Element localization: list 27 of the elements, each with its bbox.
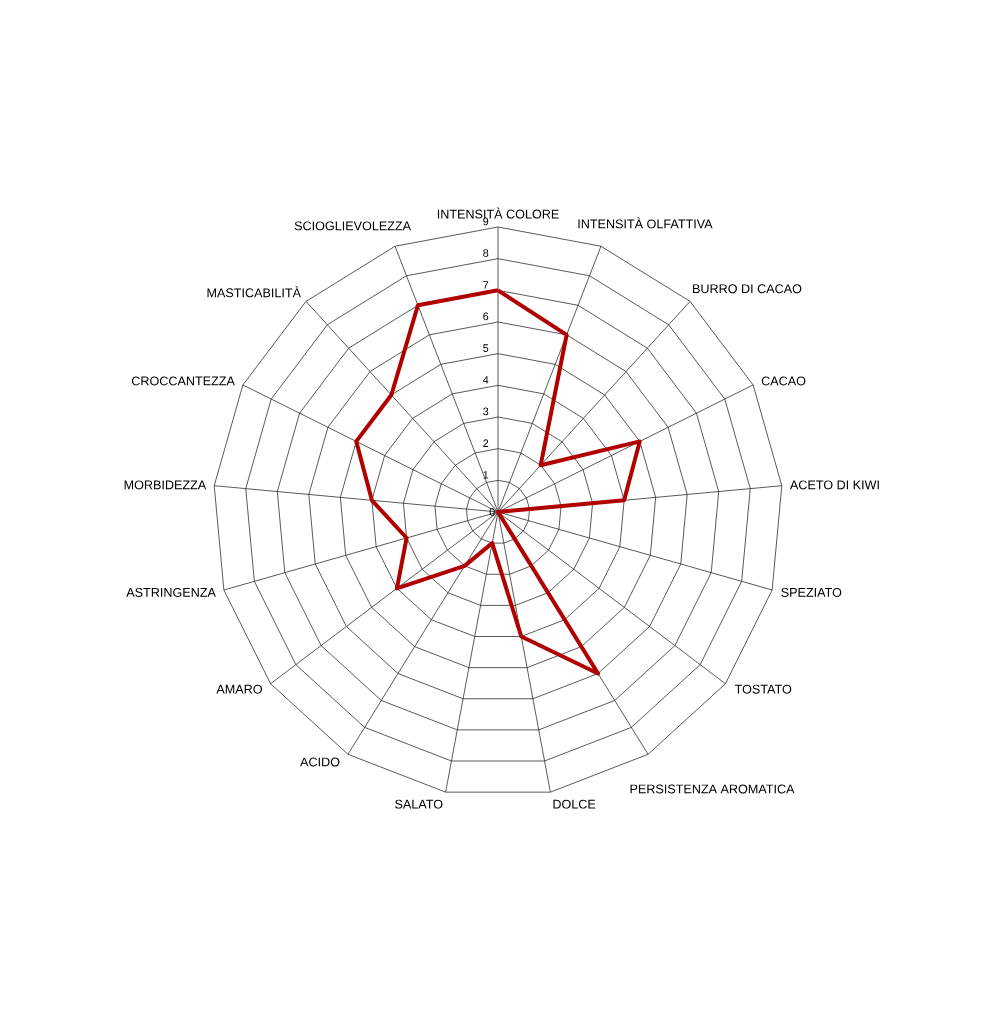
spoke-label: INTENSITÀ COLORE	[437, 207, 559, 219]
spoke-label: CACAO	[761, 376, 806, 386]
y-tick-label: 4	[482, 376, 489, 384]
spoke-label: MORBIDEZZA	[124, 480, 207, 490]
y-tick-label: 0	[489, 508, 495, 516]
spoke-label: CROCCANTEZZA	[131, 376, 235, 386]
spoke-label: ASTRINGENZA	[126, 588, 216, 597]
y-tick-label: 8	[483, 249, 489, 257]
y-tick-label: 7	[483, 281, 489, 289]
spoke-label: PERSISTENZA AROMATICA	[630, 784, 795, 794]
spoke-label: BURRO DI CACAO	[693, 284, 802, 294]
spoke-label: INTENSITÀ OLFATTIVA	[578, 217, 713, 229]
spoke-label: SALATO	[395, 799, 443, 809]
spoke-label: DOLCE	[553, 799, 596, 809]
y-tick-label: 1	[483, 471, 489, 479]
spoke-label: SCIOGLIEVOLEZZA	[294, 221, 412, 231]
spoke-label: ACETO DI KIWI	[789, 480, 879, 490]
y-tick-label: 9	[483, 217, 489, 226]
y-tick-label: 6	[483, 312, 489, 321]
y-tick-label: 3	[483, 407, 489, 416]
spoke-label: AMARO	[216, 684, 262, 694]
spoke-label: ACIDO	[300, 757, 340, 767]
spoke-label: SPEZIATO	[781, 588, 842, 597]
y-tick-label: 5	[483, 344, 489, 352]
spoke-label: TOSTATO	[734, 684, 792, 694]
y-tick-label: 2	[483, 439, 489, 447]
spoke-label: MASTICABILITÀ	[207, 286, 301, 298]
